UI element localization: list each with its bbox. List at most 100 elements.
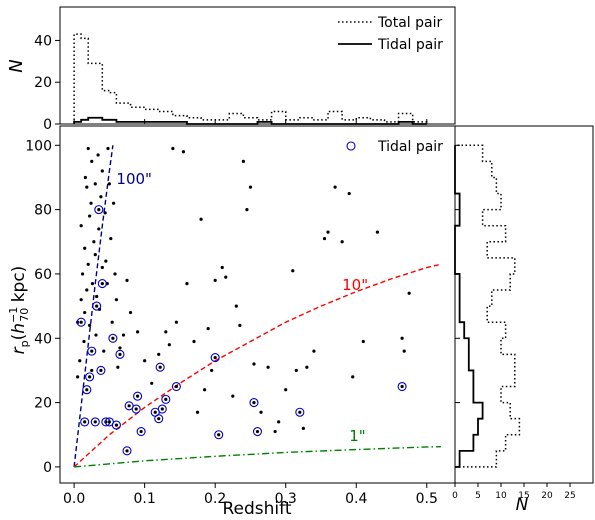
scatter-point <box>402 349 406 353</box>
tidal-pair-marker <box>249 398 259 408</box>
top-hist-tidal-pair <box>73 116 427 125</box>
scatter-point <box>86 262 90 266</box>
main-x-tick-label: 0.3 <box>275 491 297 507</box>
scatter-point <box>171 146 175 151</box>
scatter-point <box>213 278 217 282</box>
main-y-tick-label: 0 <box>43 460 52 476</box>
scatter-point <box>99 195 103 199</box>
scatter-point <box>85 185 89 189</box>
right-histogram-x-label: N <box>516 495 529 515</box>
main-x-axis-label: Redshift <box>222 499 291 519</box>
tidal-pair-point <box>255 429 260 434</box>
tidal-pair-point <box>153 410 157 414</box>
scatter-point <box>109 236 113 241</box>
scatter-point <box>273 429 277 434</box>
scatter-point <box>97 227 101 231</box>
top-hist-total-pair <box>73 33 428 124</box>
tidal-pair-point <box>114 423 119 427</box>
scatter-point <box>361 339 365 344</box>
curve-10arcsec <box>73 263 442 468</box>
scatter-point <box>88 323 92 328</box>
tidal-pair-marker <box>122 446 132 456</box>
scatter-point <box>192 339 196 344</box>
scatter-point <box>125 278 129 282</box>
main-y-ticks: 0 20 40 60 80 100 <box>25 138 60 476</box>
scatter-point <box>104 259 108 263</box>
scatter-point <box>90 281 95 286</box>
scatter-point <box>202 388 207 392</box>
scatter-point <box>312 349 316 353</box>
main-x-tick-label: 0.1 <box>134 491 156 507</box>
scatter-point <box>95 294 99 299</box>
tidal-pair-point <box>100 281 104 286</box>
scatter-point <box>128 310 133 315</box>
main-scatter-plot: 100" 10" 1" <box>73 145 442 468</box>
tidal-pair-marker <box>76 317 86 327</box>
right-x-tick-label: 10 <box>495 491 507 501</box>
main-x-tick-label: 0.0 <box>63 491 85 507</box>
scatter-point <box>118 346 122 350</box>
tidal-pair-point <box>97 208 101 212</box>
tidal-pair-point <box>88 375 92 379</box>
tidal-pair-marker <box>111 420 121 430</box>
legend-total-pair-label: Total pair <box>377 15 443 31</box>
scatter-point <box>76 375 80 379</box>
scatter-point <box>157 352 161 356</box>
right-histogram-frame <box>454 125 594 484</box>
top-histogram-y-label: N <box>6 59 27 72</box>
scatter-point <box>266 365 270 369</box>
scatter-point <box>83 310 87 315</box>
top-histogram-legend: Total pair Tidal pair <box>338 15 443 53</box>
tidal-pair-point <box>127 404 131 408</box>
tidal-pair-point <box>93 420 97 424</box>
tidal-pair-marker <box>92 301 102 311</box>
tidal-pair-marker <box>96 365 106 375</box>
scatter-point <box>103 211 107 215</box>
scatter-point <box>79 224 83 228</box>
scatter-point <box>92 240 96 244</box>
scatter-point <box>100 265 104 270</box>
scatter-point <box>93 253 97 257</box>
scatter-point <box>234 304 238 308</box>
main-x-tick-label: 0.5 <box>416 491 438 507</box>
scatter-point <box>164 330 168 334</box>
right-histogram-panel: 0 5 10 15 20 25 N <box>452 125 594 515</box>
tidal-pair-point <box>164 397 168 401</box>
scatter-point <box>82 339 86 344</box>
scatter-point <box>185 281 189 286</box>
scatter-point <box>351 375 355 379</box>
tidal-pair-point <box>400 384 404 389</box>
main-x-tick-label: 0.4 <box>345 491 367 507</box>
scatter-point <box>305 365 309 369</box>
tidal-pair-point <box>111 336 115 340</box>
scatter-point <box>333 185 337 189</box>
scatter-point <box>114 298 119 302</box>
scatter-point <box>143 359 147 363</box>
scatter-point <box>85 288 89 292</box>
scatter-point <box>100 169 104 173</box>
curve-annotation: 1" <box>349 427 365 445</box>
scatter-point <box>241 159 245 163</box>
scatter-point <box>199 217 203 221</box>
main-y-tick-label: 60 <box>34 267 52 283</box>
scatter-point <box>340 240 344 244</box>
tidal-pair-point <box>90 349 94 353</box>
main-y-tick-label: 100 <box>25 138 52 154</box>
right-x-tick-label: 25 <box>564 491 575 501</box>
scatter-point <box>291 269 295 273</box>
tidal-pair-marker <box>210 353 220 363</box>
scatter-point <box>301 426 305 430</box>
tidal-pair-marker <box>136 426 146 437</box>
right-x-tick-label: 15 <box>518 491 529 501</box>
scatter-point <box>110 320 114 324</box>
tidal-pair-point <box>139 429 143 434</box>
scatter-point <box>106 146 110 151</box>
tidal-pair-marker <box>214 430 224 440</box>
main-y-tick-label: 40 <box>34 331 52 347</box>
top-histogram-y-ticks: 0 20 40 <box>34 33 428 133</box>
scatter-point <box>259 410 263 414</box>
scatter-point <box>294 368 298 373</box>
tidal-pair-point <box>217 433 221 437</box>
tidal-pair-point <box>125 449 129 453</box>
